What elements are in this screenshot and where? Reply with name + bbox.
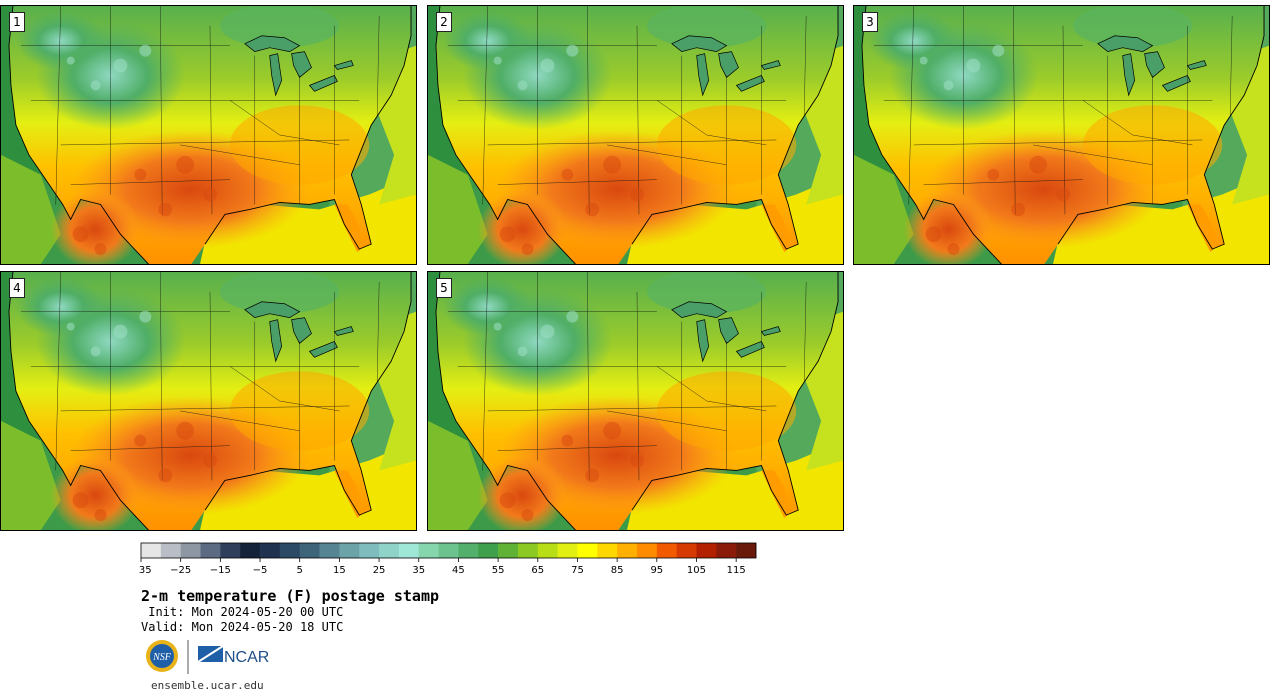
colorbar-bin: [299, 543, 320, 558]
ensemble-member-map-4: 4: [0, 271, 417, 531]
colorbar-tick-label: 55: [492, 565, 505, 576]
colorbar-bin: [160, 543, 181, 558]
svg-text:NSF: NSF: [152, 652, 172, 663]
colorbar-tick-label: 5: [297, 565, 303, 576]
colorbar-bin: [220, 543, 241, 558]
colorbar-tick-label: 45: [452, 565, 465, 576]
colorbar-bin: [458, 543, 479, 558]
colorbar-tick-label: 75: [571, 565, 584, 576]
init-time: Init: Mon 2024-05-20 00 UTC: [141, 605, 344, 619]
temperature-map: [428, 272, 843, 530]
temperature-map: [1, 6, 416, 264]
member-number-label: 2: [436, 12, 452, 32]
ncar-logo: NCAR: [197, 645, 269, 666]
colorbar-bin: [537, 543, 558, 558]
colorbar-bin: [636, 543, 658, 558]
ensemble-member-map-2: 2: [427, 5, 844, 265]
colorbar-bin: [418, 543, 439, 558]
colorbar-bin: [319, 543, 340, 558]
website-url: ensemble.ucar.edu: [151, 679, 264, 692]
colorbar-tick-label: −15: [210, 565, 231, 576]
temperature-colorbar: −35 −25 −15 −5 5 15 25 35 45 55 65 75 85 95 105 115: [139, 542, 757, 576]
colorbar-bin: [260, 543, 281, 558]
colorbar-bin: [200, 543, 221, 558]
colorbar-tick-label: 105: [687, 565, 706, 576]
colorbar-bin: [240, 543, 261, 558]
colorbar-bin: [339, 543, 360, 558]
colorbar-bin: [597, 543, 618, 558]
temperature-map: [854, 6, 1269, 264]
colorbar-bin: [736, 543, 757, 558]
colorbar-bin: [180, 543, 201, 558]
colorbar-tick-label: 85: [611, 565, 624, 576]
colorbar-bin: [676, 543, 697, 558]
colorbar-bin: [696, 543, 717, 558]
colorbar-tick-label: 25: [373, 565, 386, 576]
colorbar-tick-label: 15: [333, 565, 346, 576]
colorbar-bin: [398, 543, 420, 558]
ensemble-member-map-3: 3: [853, 5, 1270, 265]
colorbar-tick-label: 65: [531, 565, 544, 576]
colorbar-tick-label: −35: [139, 565, 152, 576]
nsf-logo: NSF: [146, 640, 178, 672]
colorbar-tick-label: 95: [650, 565, 663, 576]
colorbar-tick-label: 115: [727, 565, 746, 576]
valid-time: Valid: Mon 2024-05-20 18 UTC: [141, 620, 344, 634]
chart-title: 2-m temperature (F) postage stamp: [141, 587, 440, 605]
colorbar-bin: [141, 543, 162, 558]
colorbar-bin: [617, 543, 638, 558]
colorbar-tick-label: 35: [412, 565, 425, 576]
colorbar-bin: [577, 543, 598, 558]
colorbar-bin: [438, 543, 459, 558]
sponsor-logos: NSF NCAR: [146, 640, 269, 674]
colorbar-bin: [656, 543, 677, 558]
colorbar-tick-label: −5: [253, 565, 268, 576]
member-number-label: 3: [862, 12, 878, 32]
member-number-label: 1: [9, 12, 25, 32]
colorbar-tick-label: −25: [170, 565, 191, 576]
svg-text:NCAR: NCAR: [224, 649, 269, 666]
ensemble-member-map-1: 1: [0, 5, 417, 265]
colorbar-bin: [279, 543, 301, 558]
colorbar-bin: [498, 543, 519, 558]
colorbar-bin: [517, 543, 539, 558]
temperature-map: [1, 272, 416, 530]
colorbar-bin: [379, 543, 400, 558]
temperature-map: [428, 6, 843, 264]
ensemble-member-map-5: 5: [427, 271, 844, 531]
colorbar-bin: [359, 543, 380, 558]
colorbar-bin: [557, 543, 578, 558]
member-number-label: 4: [9, 278, 25, 298]
colorbar-bin: [478, 543, 499, 558]
member-number-label: 5: [436, 278, 452, 298]
colorbar-bin: [716, 543, 737, 558]
